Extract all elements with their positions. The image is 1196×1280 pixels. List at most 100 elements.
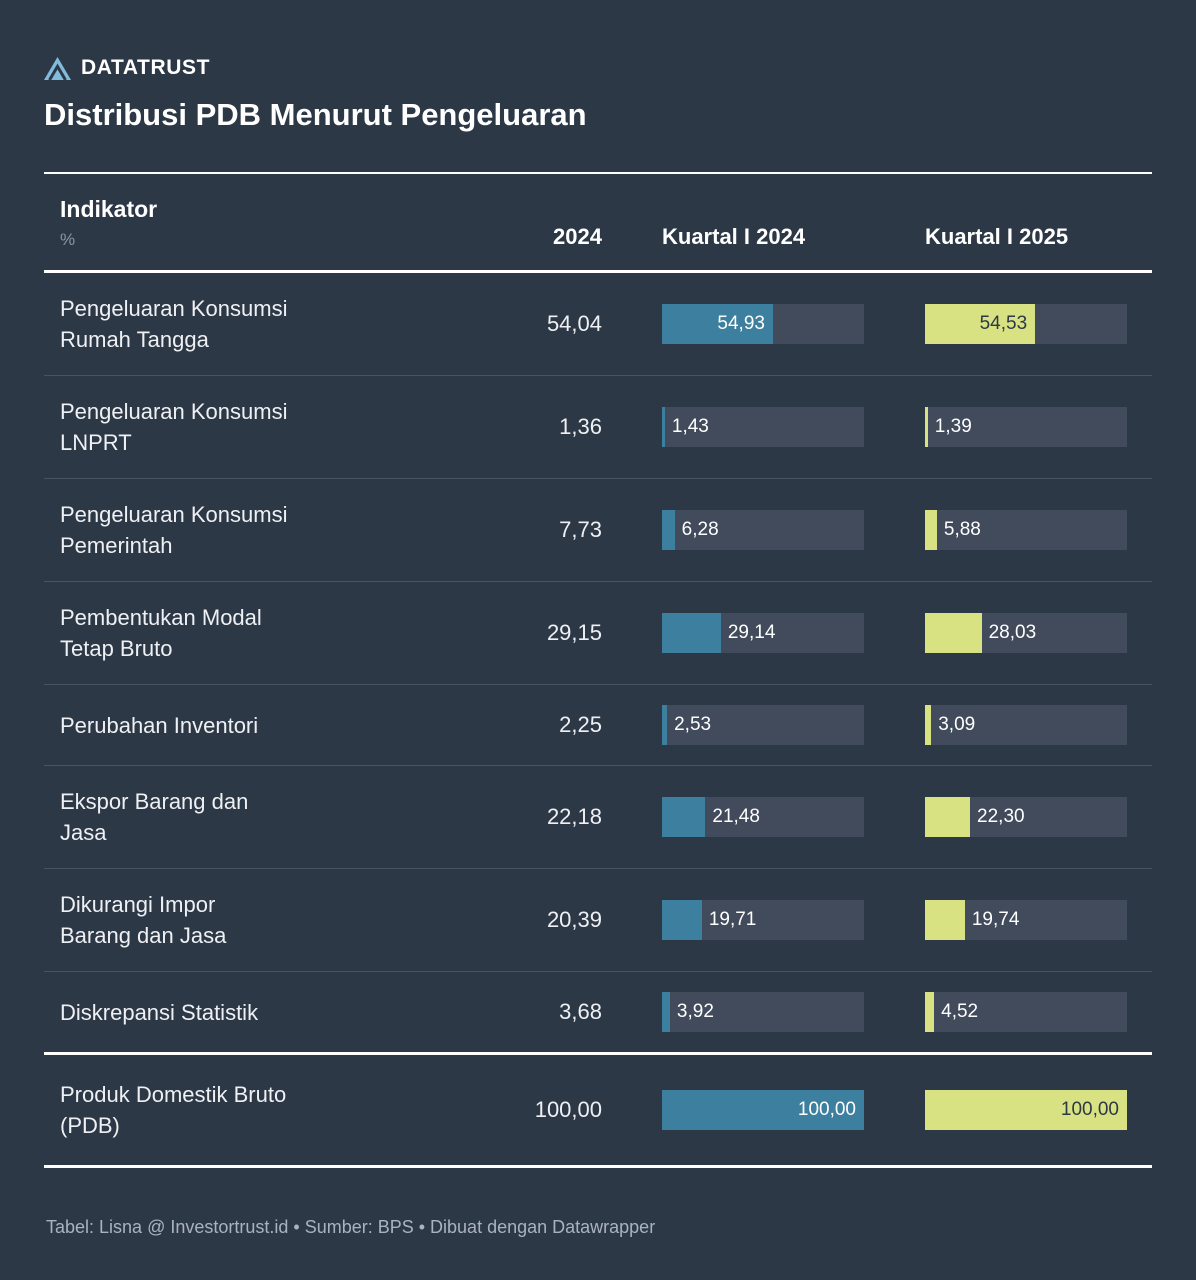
row-value-2024: 20,39 xyxy=(546,907,602,932)
bar-fill xyxy=(925,900,965,940)
header-col-q1-2024: Kuartal I 2024 xyxy=(662,224,806,249)
table-row: Pengeluaran Konsumsi Rumah Tangga 54,04 … xyxy=(44,273,1152,375)
row-value-2024: 29,15 xyxy=(546,620,602,645)
bar-cell-q1-2025: 1,39 xyxy=(865,407,1152,447)
bar-fill xyxy=(925,992,935,1032)
bar-q1-2024: 29,14 xyxy=(662,613,864,653)
bar-value-label: 21,48 xyxy=(712,806,760,827)
bar-fill xyxy=(662,900,702,940)
bar-value-label: 6,28 xyxy=(681,519,719,540)
row-value-2024: 54,04 xyxy=(546,311,602,336)
bar-fill xyxy=(925,1090,1127,1130)
row-value-2024: 7,73 xyxy=(559,517,602,542)
bar-cell-q1-2025: 100,00 xyxy=(865,1090,1152,1130)
table-row: Produk Domestik Bruto (PDB) 100,00 100,0… xyxy=(44,1052,1152,1165)
table-row: Perubahan Inventori 2,25 2,53 3,09 xyxy=(44,684,1152,765)
bar-value-label: 29,14 xyxy=(727,622,776,643)
bar-cell-q1-2025: 5,88 xyxy=(865,510,1152,550)
bar-value-label: 3,92 xyxy=(676,1001,714,1022)
bar-fill xyxy=(925,407,928,447)
bar-value-label: 1,43 xyxy=(671,416,709,437)
table-row: Pengeluaran Konsumsi Pemerintah 7,73 6,2… xyxy=(44,478,1152,581)
bar-value-label: 22,30 xyxy=(977,806,1025,827)
bar-fill xyxy=(662,510,675,550)
bar-value-label: 54,93 xyxy=(717,313,765,334)
bar-q1-2024: 19,71 xyxy=(662,900,864,940)
header-unit-label: % xyxy=(60,230,76,249)
bar-fill xyxy=(662,705,668,745)
header: DATATRUST Distribusi PDB Menurut Pengelu… xyxy=(44,56,1152,133)
data-table: Indikator % 2024 Kuartal I 2024 Kuartal … xyxy=(44,172,1152,1168)
header-indicator-label: Indikator xyxy=(60,196,158,222)
header-indicator-cell: Indikator % xyxy=(44,196,424,250)
table-row: Pembentukan Modal Tetap Bruto 29,15 29,1… xyxy=(44,581,1152,684)
bar-cell-q1-2024: 6,28 xyxy=(602,510,865,550)
bar-cell-q1-2025: 3,09 xyxy=(865,705,1152,745)
bar-cell-q1-2024: 54,93 xyxy=(602,304,865,344)
credit-line: Tabel: Lisna @ Investortrust.id • Sumber… xyxy=(46,1217,656,1237)
table-row: Ekspor Barang dan Jasa 22,18 21,48 22,30 xyxy=(44,765,1152,868)
bar-value-label: 28,03 xyxy=(988,622,1037,643)
bar-value-label: 100,00 xyxy=(1060,1099,1119,1120)
table-body: Pengeluaran Konsumsi Rumah Tangga 54,04 … xyxy=(44,273,1152,1165)
bar-q1-2025: 4,52 xyxy=(925,992,1127,1032)
bar-fill xyxy=(662,797,706,837)
row-value-2024: 100,00 xyxy=(534,1097,602,1122)
bar-fill xyxy=(925,304,1036,344)
brand: DATATRUST xyxy=(44,56,1152,80)
bar-value-label: 54,53 xyxy=(979,313,1028,334)
row-value-2024: 22,18 xyxy=(546,804,602,829)
bar-q1-2025: 3,09 xyxy=(925,705,1127,745)
bar-value-label: 19,71 xyxy=(708,909,757,930)
bar-q1-2025: 100,00 xyxy=(925,1090,1127,1130)
mountain-logo-icon xyxy=(44,56,71,80)
row-label: Dikurangi Impor Barang dan Jasa xyxy=(60,892,227,948)
table-row: Diskrepansi Statistik 3,68 3,92 4,52 xyxy=(44,971,1152,1052)
bar-fill xyxy=(925,797,971,837)
bar-value-label: 2,53 xyxy=(674,714,712,735)
bar-q1-2025: 28,03 xyxy=(925,613,1127,653)
brand-name: DATATRUST xyxy=(81,56,211,79)
bar-q1-2025: 19,74 xyxy=(925,900,1127,940)
header-col-q1-2025: Kuartal I 2025 xyxy=(925,224,1069,249)
row-label: Pengeluaran Konsumsi Rumah Tangga xyxy=(60,296,288,352)
bar-fill xyxy=(662,613,721,653)
bar-cell-q1-2024: 21,48 xyxy=(602,797,865,837)
bar-cell-q1-2025: 22,30 xyxy=(865,797,1152,837)
row-value-2024: 1,36 xyxy=(559,414,602,439)
bar-q1-2025: 22,30 xyxy=(925,797,1127,837)
bar-cell-q1-2024: 29,14 xyxy=(602,613,865,653)
row-label: Pembentukan Modal Tetap Bruto xyxy=(60,605,262,661)
bar-q1-2025: 54,53 xyxy=(925,304,1127,344)
bar-q1-2025: 5,88 xyxy=(925,510,1127,550)
page-title: Distribusi PDB Menurut Pengeluaran xyxy=(44,97,587,132)
bar-value-label: 4,52 xyxy=(941,1001,979,1022)
bar-cell-q1-2024: 3,92 xyxy=(602,992,865,1032)
row-value-2024: 3,68 xyxy=(559,999,602,1024)
bar-cell-q1-2024: 100,00 xyxy=(602,1090,865,1130)
bar-fill xyxy=(662,992,670,1032)
row-label: Ekspor Barang dan Jasa xyxy=(60,789,249,845)
bar-fill xyxy=(925,613,982,653)
bar-cell-q1-2024: 19,71 xyxy=(602,900,865,940)
bar-q1-2024: 21,48 xyxy=(662,797,864,837)
bar-value-label: 5,88 xyxy=(943,519,981,540)
bar-q1-2024: 54,93 xyxy=(662,304,864,344)
table-row: Pengeluaran Konsumsi LNPRT 1,36 1,43 1,3… xyxy=(44,375,1152,478)
bar-fill xyxy=(925,510,937,550)
bar-fill xyxy=(662,407,665,447)
bar-q1-2024: 3,92 xyxy=(662,992,864,1032)
bar-q1-2024: 1,43 xyxy=(662,407,864,447)
row-value-2024: 2,25 xyxy=(559,712,602,737)
table-row: Dikurangi Impor Barang dan Jasa 20,39 19… xyxy=(44,868,1152,971)
bar-value-label: 19,74 xyxy=(971,909,1020,930)
row-label: Perubahan Inventori xyxy=(60,712,259,738)
bar-value-label: 1,39 xyxy=(934,416,972,437)
bar-q1-2024: 100,00 xyxy=(662,1090,864,1130)
bar-value-label: 3,09 xyxy=(938,714,976,735)
bar-q1-2025: 1,39 xyxy=(925,407,1127,447)
row-label: Diskrepansi Statistik xyxy=(60,999,259,1025)
bar-fill xyxy=(662,304,773,344)
table-header-row: Indikator % 2024 Kuartal I 2024 Kuartal … xyxy=(44,174,1152,273)
